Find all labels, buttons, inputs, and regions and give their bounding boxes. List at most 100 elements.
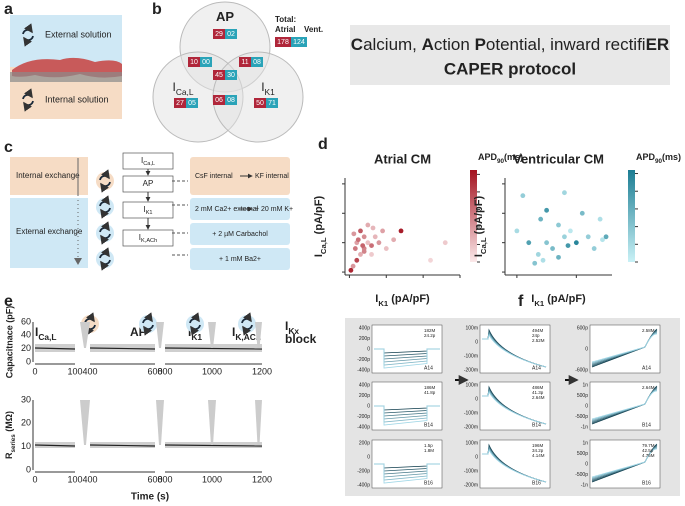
y-axis-label-rest: (pA/pF) <box>473 196 485 238</box>
trace <box>374 405 440 426</box>
solution-text: CsF internal <box>195 173 233 180</box>
point <box>442 240 448 246</box>
colorbar-title: APD90(ms) <box>636 152 681 165</box>
vent-count: 08 <box>227 97 235 104</box>
atrial-count-box <box>239 57 251 67</box>
y-tick-label: -100m <box>464 353 478 359</box>
point <box>514 228 520 234</box>
title-part: P <box>475 35 486 54</box>
panel-letter: a <box>4 1 13 18</box>
trace-plot <box>589 324 661 374</box>
trace-note: 79.7M <box>642 443 655 448</box>
exchange-gap <box>80 322 90 348</box>
trace-id: A14 <box>642 365 651 371</box>
colorbar-title-sub: 90 <box>655 158 663 165</box>
chart-title: Atrial CM <box>374 151 431 166</box>
vent-count-box <box>251 57 263 67</box>
point <box>550 246 555 251</box>
protocol-header-sub: Ca,L <box>38 332 56 342</box>
trace-mean <box>164 444 263 447</box>
trace-note: 24.2p <box>424 333 436 338</box>
trace-note: 196M <box>532 443 544 448</box>
y-axis-label-main: I <box>313 254 325 257</box>
trace-mean <box>34 347 76 350</box>
point <box>556 222 561 228</box>
x-tick-label: 600 <box>147 366 162 376</box>
y-tick-label: 200p <box>359 336 370 342</box>
panel-letter: c <box>4 139 13 156</box>
protocol-header-sub: K,ACh <box>235 332 261 342</box>
y-tick-label: -200p <box>357 468 370 474</box>
colorbar-title-main: APD <box>478 152 498 162</box>
x-axis-label: IK1 (pA/pF) <box>375 293 430 308</box>
x-axis-label: IK1 (pA/pF) <box>531 293 586 308</box>
title-part: A <box>422 35 434 54</box>
trace <box>482 390 547 425</box>
y-tick-label: 0 <box>585 403 588 409</box>
label: External solution <box>45 29 112 39</box>
trace-id: B14 <box>424 422 433 428</box>
y-tick-label: 0 <box>475 454 478 460</box>
exchange-icon-arrow <box>241 312 252 324</box>
atrial-count: 06 <box>215 97 223 104</box>
point <box>398 228 404 234</box>
trace-note: 494M <box>532 328 544 333</box>
point <box>567 228 573 234</box>
trace-mean <box>89 444 156 447</box>
trace-note: 41.3p <box>532 390 544 395</box>
trace-note: 41.8p <box>424 390 436 395</box>
x-tick-label: 1000 <box>202 474 222 484</box>
y-tick-label: -400p <box>357 424 370 430</box>
solution-text: KF internal <box>255 173 289 180</box>
label: Internal exchange <box>16 171 80 180</box>
point <box>365 240 371 246</box>
y-tick-label: -100m <box>464 468 478 474</box>
y-tick-label: 0 <box>367 454 370 460</box>
timeline-arrow <box>74 258 82 265</box>
point <box>600 237 605 243</box>
trace-plot <box>589 439 661 489</box>
exchange-icon-arrow <box>22 88 33 100</box>
exchange-icon <box>19 26 37 44</box>
colorbar-title: APD90(ms) <box>478 152 523 165</box>
x-axis-label-sub: K1 <box>378 299 389 308</box>
point <box>520 193 526 199</box>
atrial-count-box <box>213 95 225 105</box>
title-part: alcium, <box>363 35 422 54</box>
vent-count-box <box>225 29 237 39</box>
point <box>369 243 374 249</box>
exchange-icon-arrow <box>100 181 111 193</box>
atrial-count: 29 <box>215 31 223 38</box>
protocol-header-sub: Kx <box>288 326 299 336</box>
y-tick-label: 20 <box>21 343 31 353</box>
vent-count-box <box>225 70 237 80</box>
vent-count: 02 <box>227 31 235 38</box>
x-tick-label: 1200 <box>252 366 272 376</box>
step-label-main: I <box>139 233 141 242</box>
point <box>354 257 360 263</box>
protocol-header-main: I <box>35 325 38 339</box>
atrial-count: 45 <box>215 72 223 79</box>
atrial-count-box <box>254 98 266 108</box>
exchange-icon-arrow <box>23 35 34 47</box>
x-tick-label: 400 <box>82 474 97 484</box>
protocol-header: ICa,L <box>35 325 57 342</box>
y-tick-label: 100m <box>465 325 478 331</box>
trace-id: B14 <box>642 422 651 428</box>
x-axis-label: Time (s) <box>131 492 169 503</box>
step-label: IK,ACh <box>139 233 157 244</box>
y-tick-label: 0 <box>367 403 370 409</box>
atrial-count: 10 <box>190 59 198 66</box>
x-tick-label: 600 <box>147 474 162 484</box>
y-tick-label: 400p <box>359 325 370 331</box>
protocol-header: IK1 <box>188 325 202 342</box>
x-tick-label: 0 <box>32 474 37 484</box>
point <box>532 260 538 266</box>
vent-count: 30 <box>227 72 235 79</box>
title-line: CAPER protocol <box>444 59 576 78</box>
y-tick-label: -1n <box>581 482 588 488</box>
x-axis-label-rest: (pA/pF) <box>544 293 586 305</box>
protocol-header-main: I <box>232 325 235 339</box>
colorbar-title-rest: (ms) <box>662 152 681 162</box>
